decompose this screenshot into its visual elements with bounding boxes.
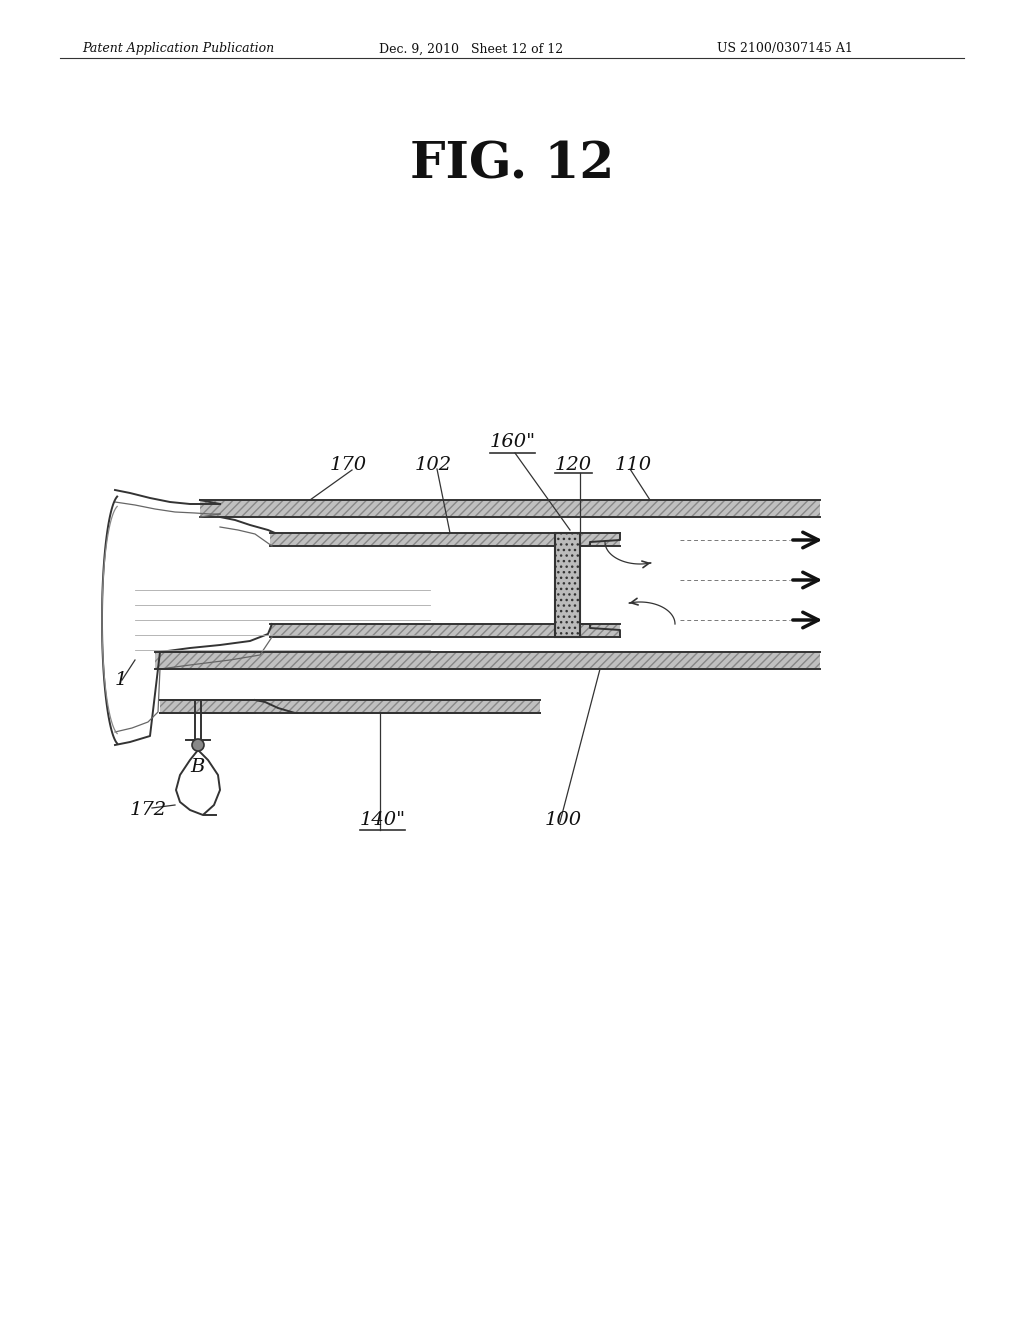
Bar <box>200 500 820 517</box>
Bar <box>555 533 580 638</box>
Text: 140": 140" <box>360 810 407 829</box>
Text: 172: 172 <box>130 801 167 818</box>
Bar <box>155 652 200 669</box>
Text: 110: 110 <box>615 455 652 474</box>
Bar <box>160 700 540 713</box>
Circle shape <box>193 739 204 751</box>
Text: B: B <box>190 758 205 776</box>
Text: 160": 160" <box>490 433 537 451</box>
Text: 170: 170 <box>330 455 368 474</box>
Text: Dec. 9, 2010   Sheet 12 of 12: Dec. 9, 2010 Sheet 12 of 12 <box>379 42 563 55</box>
Text: US 2100/0307145 A1: US 2100/0307145 A1 <box>717 42 853 55</box>
Text: 120: 120 <box>555 455 592 474</box>
Text: 102: 102 <box>415 455 453 474</box>
Bar <box>270 624 620 638</box>
Bar <box>160 652 820 669</box>
Text: 1: 1 <box>115 671 127 689</box>
Text: FIG. 12: FIG. 12 <box>410 140 614 190</box>
Text: Patent Application Publication: Patent Application Publication <box>82 42 274 55</box>
Bar <box>270 533 620 546</box>
Text: 100: 100 <box>545 810 582 829</box>
